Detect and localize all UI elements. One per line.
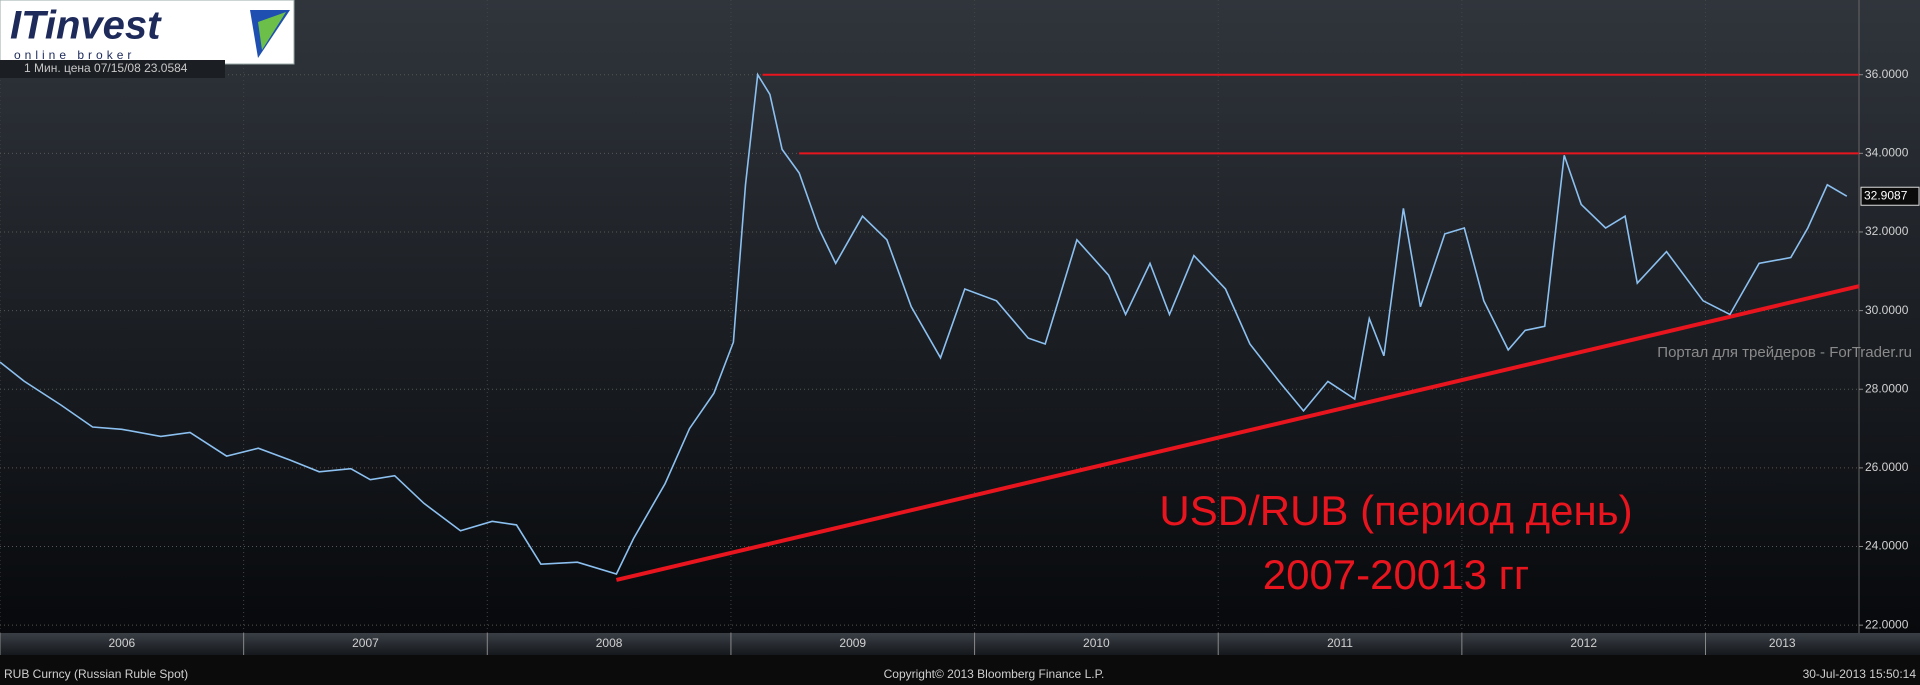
y-tick-label: 28.0000 (1865, 381, 1909, 395)
logo-box (0, 0, 295, 65)
y-tick-label: 30.0000 (1865, 303, 1909, 317)
plot-background (0, 0, 1920, 633)
logo: ITinvest online broker (0, 0, 295, 65)
x-tick-label: 2013 (1769, 636, 1796, 650)
x-tick-label: 2010 (1083, 636, 1110, 650)
y-tick-label: 22.0000 (1865, 617, 1909, 631)
footer-left: RUB Curncy (Russian Ruble Spot) (4, 667, 188, 681)
last-value-box (1860, 186, 1920, 206)
footer-center: Copyright© 2013 Bloomberg Finance L.P. (884, 667, 1105, 681)
footer-bar (0, 655, 1920, 685)
logo-icon (258, 12, 286, 50)
x-tick-label: 2006 (108, 636, 135, 650)
logo-name: ITinvest (10, 4, 162, 48)
legend-text: 1 Мин. цена 07/15/08 23.0584 (24, 61, 188, 75)
y-tick-label: 34.0000 (1865, 146, 1909, 160)
annotation: USD/RUB (период день) (1159, 487, 1632, 534)
logo-tagline: online broker (14, 48, 135, 62)
year-row (0, 633, 1920, 655)
last-value-label: 32.9087 (1864, 188, 1908, 202)
y-tick-label: 36.0000 (1865, 67, 1909, 81)
y-tick-label: 26.0000 (1865, 460, 1909, 474)
x-tick-label: 2009 (839, 636, 866, 650)
watermark: Портал для трейдеров - ForTrader.ru (1657, 344, 1912, 361)
footer-right: 30-Jul-2013 15:50:14 (1803, 667, 1917, 681)
x-tick-label: 2008 (596, 636, 623, 650)
y-tick-label: 24.0000 (1865, 539, 1909, 553)
x-tick-label: 2012 (1570, 636, 1597, 650)
trend-line (615, 284, 1860, 582)
annotation: 2007-20013 гг (1263, 551, 1530, 598)
y-tick-label: 32.0000 (1865, 224, 1909, 238)
legend-box (0, 60, 225, 78)
x-tick-label: 2007 (352, 636, 379, 650)
x-tick-label: 2011 (1327, 636, 1353, 650)
price-line (0, 72, 1848, 575)
